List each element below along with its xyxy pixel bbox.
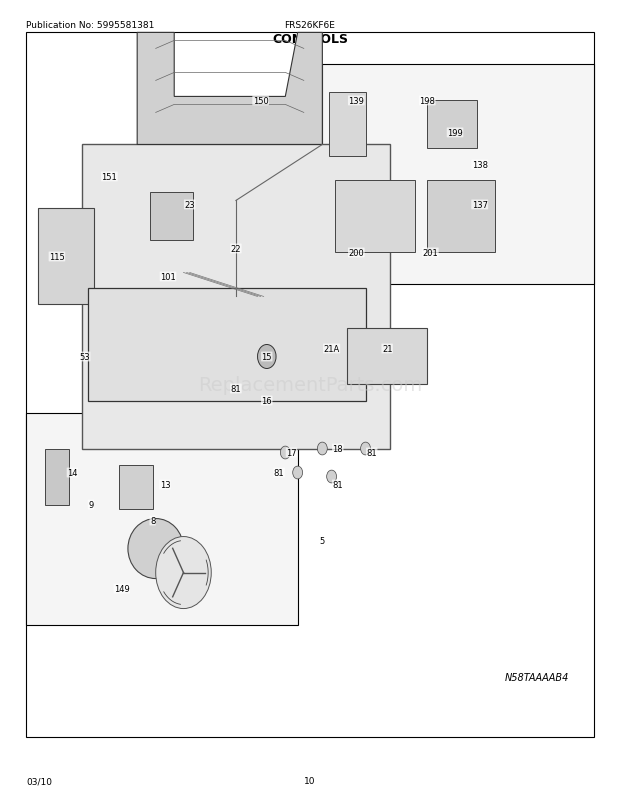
Text: 13: 13 bbox=[159, 480, 170, 489]
Bar bbox=[335, 181, 415, 253]
Text: 22: 22 bbox=[231, 245, 241, 253]
Bar bbox=[26, 413, 298, 625]
Circle shape bbox=[327, 471, 337, 484]
Text: 137: 137 bbox=[472, 200, 488, 209]
Text: 139: 139 bbox=[348, 97, 364, 106]
Text: 199: 199 bbox=[447, 129, 463, 138]
Text: 151: 151 bbox=[102, 172, 117, 182]
Circle shape bbox=[361, 443, 371, 456]
Text: 138: 138 bbox=[472, 160, 488, 170]
Text: 200: 200 bbox=[348, 249, 364, 257]
Text: FRS26KF6E: FRS26KF6E bbox=[285, 22, 335, 30]
Text: 14: 14 bbox=[67, 468, 78, 477]
Text: 17: 17 bbox=[286, 448, 297, 457]
Text: 18: 18 bbox=[332, 444, 343, 453]
Text: N58TAAAAB4: N58TAAAAB4 bbox=[505, 672, 569, 682]
Text: CONTROLS: CONTROLS bbox=[272, 34, 348, 47]
Text: 81: 81 bbox=[332, 480, 343, 489]
Text: 198: 198 bbox=[419, 97, 435, 106]
Circle shape bbox=[293, 467, 303, 480]
Text: 9: 9 bbox=[88, 500, 94, 509]
Bar bbox=[427, 101, 477, 149]
Circle shape bbox=[257, 345, 276, 369]
Bar bbox=[329, 93, 366, 157]
Text: 21A: 21A bbox=[324, 345, 340, 354]
Bar bbox=[38, 209, 94, 305]
Text: 15: 15 bbox=[262, 353, 272, 362]
Text: 16: 16 bbox=[262, 396, 272, 406]
Ellipse shape bbox=[128, 519, 184, 579]
Text: 115: 115 bbox=[49, 253, 65, 261]
Text: 21: 21 bbox=[382, 345, 392, 354]
Bar bbox=[149, 193, 193, 241]
Bar bbox=[118, 465, 153, 509]
Text: 201: 201 bbox=[422, 249, 438, 257]
Circle shape bbox=[156, 537, 211, 609]
Text: 8: 8 bbox=[150, 516, 155, 525]
Text: 81: 81 bbox=[366, 448, 377, 457]
Circle shape bbox=[317, 443, 327, 456]
Circle shape bbox=[280, 447, 290, 460]
Bar bbox=[427, 181, 495, 253]
Bar bbox=[45, 449, 69, 505]
Bar bbox=[82, 145, 390, 449]
Text: 03/10: 03/10 bbox=[26, 776, 52, 785]
Text: 81: 81 bbox=[274, 468, 285, 477]
Text: 5: 5 bbox=[320, 537, 325, 545]
Bar bbox=[322, 65, 594, 286]
Text: 81: 81 bbox=[231, 384, 241, 394]
Text: 10: 10 bbox=[304, 776, 316, 785]
Text: 53: 53 bbox=[79, 353, 90, 362]
Bar bbox=[26, 34, 594, 737]
Text: 23: 23 bbox=[184, 200, 195, 209]
Text: ReplacementParts.com: ReplacementParts.com bbox=[198, 375, 422, 395]
Text: 149: 149 bbox=[114, 585, 130, 593]
Text: 150: 150 bbox=[253, 97, 268, 106]
Text: Publication No: 5995581381: Publication No: 5995581381 bbox=[26, 22, 154, 30]
Bar bbox=[347, 329, 427, 385]
Text: 101: 101 bbox=[160, 273, 176, 282]
Polygon shape bbox=[137, 34, 322, 145]
Bar bbox=[88, 289, 366, 401]
